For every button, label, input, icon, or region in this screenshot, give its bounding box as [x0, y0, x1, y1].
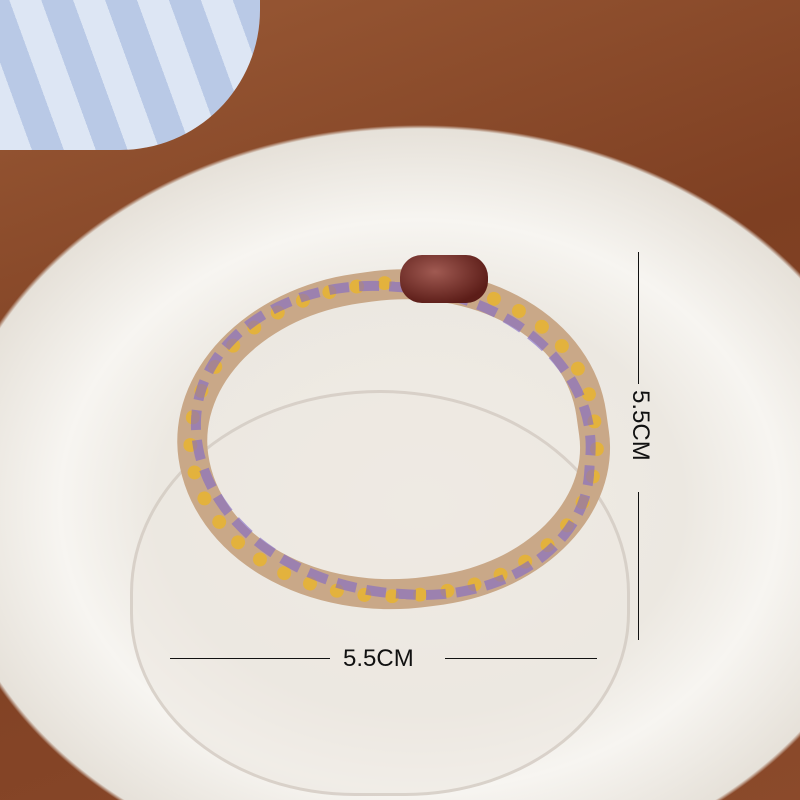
height-arrow-bottom	[638, 492, 639, 640]
width-label: 5.5CM	[343, 645, 414, 672]
height-arrow-top	[638, 252, 639, 384]
height-label: 5.5CM	[627, 390, 654, 461]
brown-bead	[400, 255, 488, 303]
width-arrow-left	[170, 658, 330, 659]
width-arrow-right	[445, 658, 597, 659]
